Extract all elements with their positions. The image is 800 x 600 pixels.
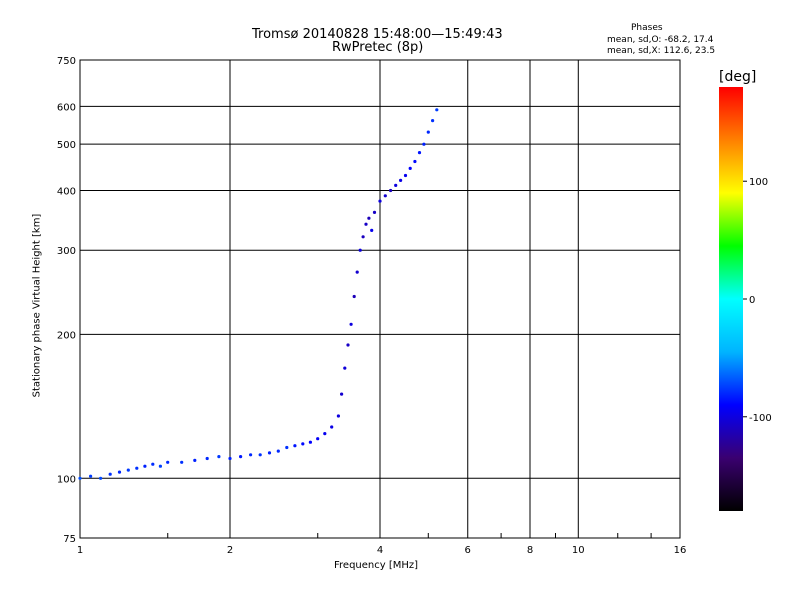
data-point: [323, 432, 327, 436]
data-point: [258, 453, 262, 457]
colorbar-tick-label: -100: [749, 413, 772, 424]
data-point: [151, 462, 155, 466]
data-point: [117, 470, 122, 474]
y-tick-label: 750: [57, 56, 76, 67]
data-point: [166, 460, 170, 464]
data-point: [239, 455, 243, 459]
chart-title: Tromsø 20140828 15:48:00—15:49:43: [252, 27, 503, 42]
data-point: [361, 235, 365, 239]
data-point: [217, 455, 221, 459]
data-point: [336, 414, 340, 418]
colorbar-label: [deg]: [719, 69, 757, 85]
data-point: [399, 178, 403, 182]
data-point: [355, 270, 359, 274]
x-tick-label: 10: [572, 545, 585, 556]
data-point: [126, 468, 130, 472]
data-point: [180, 460, 184, 464]
chart-subtitle: RwPretec (8p): [332, 40, 424, 55]
data-point: [135, 466, 139, 470]
data-point: [316, 437, 320, 441]
data-point: [276, 449, 280, 453]
data-point: [205, 456, 209, 461]
scatter-layer: [78, 108, 439, 480]
data-point: [330, 425, 334, 429]
data-point: [301, 442, 305, 446]
colorbar-tick-label: 100: [749, 177, 768, 188]
data-point: [431, 119, 435, 123]
y-tick-label: 300: [57, 246, 76, 257]
data-point: [426, 130, 430, 134]
data-point: [403, 173, 408, 178]
data-point: [378, 199, 382, 203]
data-point: [267, 451, 272, 455]
data-point: [352, 294, 356, 299]
data-point: [158, 464, 162, 468]
colorbar-tick-label: 0: [749, 295, 755, 306]
x-axis-label: Frequency [MHz]: [334, 560, 419, 571]
data-point: [308, 440, 312, 444]
data-point: [372, 210, 377, 214]
data-point: [108, 472, 112, 476]
data-point: [99, 476, 103, 480]
data-point: [293, 444, 297, 448]
x-tick-label: 16: [674, 545, 687, 556]
data-point: [383, 194, 387, 198]
data-point: [143, 464, 147, 468]
data-point: [389, 188, 393, 193]
data-point: [408, 166, 412, 170]
data-point: [422, 142, 426, 146]
y-tick-label: 600: [57, 102, 76, 113]
x-tick-label: 6: [465, 545, 471, 556]
x-tick-label: 8: [527, 545, 533, 556]
data-point: [78, 476, 82, 480]
colorbar: [719, 87, 743, 511]
phases-annotation-title: Phases: [631, 23, 663, 33]
y-tick-label: 200: [57, 330, 76, 341]
y-axis-label: Stationary phase Virtual Height [km]: [31, 213, 43, 398]
data-point: [228, 456, 232, 461]
data-point: [370, 228, 374, 232]
x-tick-label: 1: [77, 545, 83, 556]
data-point: [193, 458, 197, 462]
y-tick-label: 100: [57, 474, 76, 485]
data-point: [394, 183, 398, 187]
x-tick-label: 2: [227, 545, 233, 556]
data-point: [435, 108, 439, 112]
data-point: [343, 366, 347, 370]
data-point: [346, 343, 350, 347]
data-point: [349, 322, 353, 326]
data-point: [413, 159, 417, 164]
data-point: [364, 222, 368, 226]
data-point: [249, 453, 253, 457]
y-tick-label: 500: [57, 140, 76, 151]
data-point: [285, 445, 289, 450]
phases-annotation-x: mean, sd,X: 112.6, 23.5: [607, 46, 716, 56]
y-tick-label: 400: [57, 186, 76, 197]
data-point: [367, 216, 371, 220]
x-tick-label: 4: [377, 545, 383, 556]
data-point: [340, 392, 344, 396]
y-tick-label: 75: [63, 534, 76, 545]
data-point: [417, 151, 422, 155]
data-point: [358, 248, 362, 252]
data-point: [89, 474, 93, 478]
phases-annotation-o: mean, sd,O: -68.2, 17.4: [607, 35, 714, 45]
